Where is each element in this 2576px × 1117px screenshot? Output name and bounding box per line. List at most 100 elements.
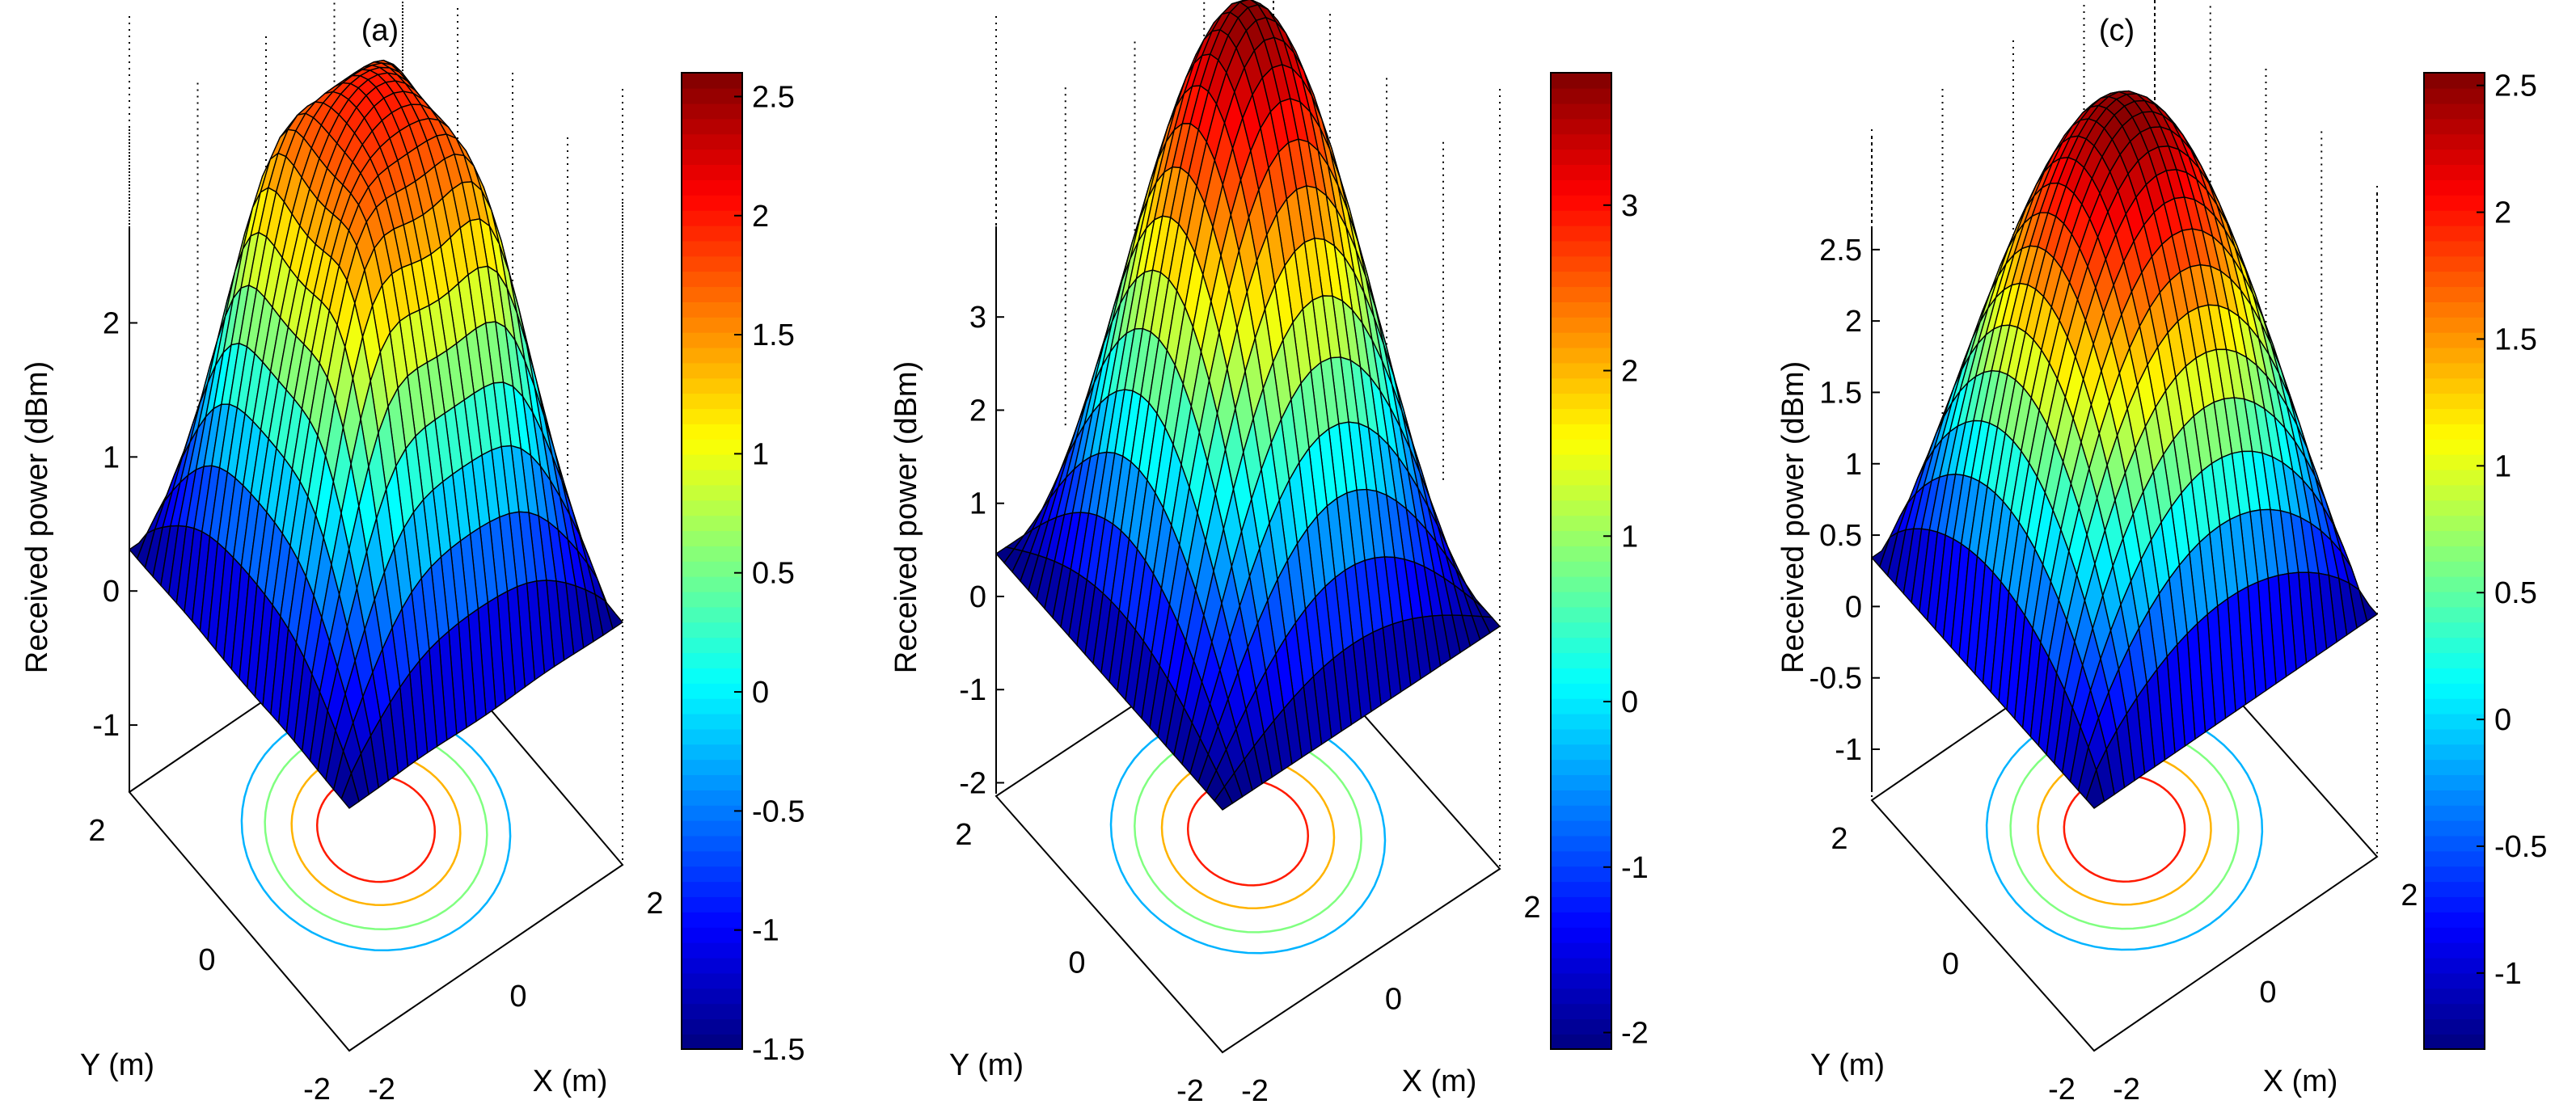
colorbar-band — [682, 515, 742, 532]
colorbar-band — [1551, 255, 1611, 272]
colorbar-tick-label: 0 — [2494, 703, 2511, 737]
colorbar-band — [682, 668, 742, 684]
x-tick-label: 0 — [1385, 983, 1402, 1017]
colorbar-band — [2424, 606, 2485, 623]
colorbar-band — [2424, 972, 2485, 989]
colorbar-band — [1551, 179, 1611, 196]
y-tick-label: -2 — [303, 1073, 331, 1106]
y-axis: -2 0 2 — [955, 818, 1203, 1108]
z-axis: -1 0 1 2 — [92, 226, 137, 792]
colorbar-tick-label: 0 — [752, 676, 769, 710]
colorbar-band — [682, 713, 742, 730]
x-axis-label: X (m) — [533, 1064, 608, 1098]
colorbar-band — [682, 317, 742, 333]
colorbar-band — [682, 1034, 742, 1050]
y-tick-label: -2 — [1176, 1074, 1204, 1108]
colorbar-band — [1551, 912, 1611, 928]
z-axis-label: Received power (dBm) — [1776, 361, 1810, 673]
z-tick-label: 2 — [1845, 305, 1862, 339]
colorbar-band — [682, 301, 742, 318]
colorbar-band — [682, 362, 742, 379]
colorbar-band — [1551, 622, 1611, 639]
y-tick-label: 2 — [955, 818, 972, 852]
y-axis: -2 0 2 — [1831, 822, 2075, 1106]
z-tick-label: 1 — [1845, 448, 1862, 482]
surface-facet — [340, 771, 360, 809]
colorbar-band — [682, 546, 742, 562]
colorbar-band — [1551, 424, 1611, 440]
colorbar-band — [682, 271, 742, 288]
colorbar-band — [1551, 103, 1611, 120]
colorbar-band — [682, 347, 742, 364]
colorbar-band — [2424, 957, 2485, 974]
colorbar-band — [2424, 179, 2485, 196]
colorbar-band — [2424, 866, 2485, 883]
colorbar-band — [682, 530, 742, 546]
colorbar-band — [2424, 546, 2485, 562]
colorbar-band — [2424, 164, 2485, 180]
colorbar-band — [682, 499, 742, 516]
colorbar-tick-label: 3 — [1621, 189, 1638, 223]
z-tick-label: -1 — [92, 709, 120, 743]
colorbar-band — [1551, 331, 1611, 348]
colorbar-tick-label: -2 — [1621, 1017, 1649, 1051]
colorbar-tick-label: 1 — [1621, 520, 1638, 554]
colorbar-band — [1551, 484, 1611, 501]
colorbar-band — [2424, 225, 2485, 242]
colorbar-band — [1551, 546, 1611, 562]
colorbar-band — [682, 561, 742, 577]
colorbar-band — [2424, 1003, 2485, 1020]
colorbar-band — [2424, 591, 2485, 608]
colorbar-band — [1551, 408, 1611, 424]
z-tick-label: 3 — [969, 301, 986, 335]
colorbar-band — [2424, 744, 2485, 761]
colorbar-band — [1551, 835, 1611, 852]
colorbar-band — [2424, 453, 2485, 470]
colorbar-band — [2424, 942, 2485, 959]
colorbar-band — [682, 393, 742, 410]
colorbar-band — [682, 453, 742, 470]
colorbar-band — [682, 850, 742, 867]
x-tick-label: -2 — [1241, 1074, 1269, 1108]
colorbar-tick-label: 2.5 — [2494, 70, 2537, 103]
colorbar-band — [682, 927, 742, 943]
colorbar-band — [682, 988, 742, 1005]
colorbar-band — [2424, 988, 2485, 1005]
colorbar-band — [682, 652, 742, 668]
z-axis: -2 -1 0 1 2 3 — [959, 226, 1004, 800]
colorbar-band — [1551, 240, 1611, 257]
panel-title: (c) — [2099, 14, 2135, 48]
x-tick-label: 0 — [509, 980, 526, 1014]
colorbar-band — [682, 896, 742, 913]
colorbar-band — [2424, 881, 2485, 898]
colorbar-band — [1551, 347, 1611, 364]
colorbar-band — [1551, 728, 1611, 745]
panel-c: (c) -1 -0.5 0 0.5 1 1.5 2 2.5 Received power (dBm… — [1776, 0, 2547, 1106]
colorbar-band — [2424, 103, 2485, 120]
x-axis-label: X (m) — [2263, 1064, 2338, 1098]
colorbar-band — [2424, 499, 2485, 516]
z-tick-label: 2 — [103, 307, 120, 341]
colorbar-band — [1551, 850, 1611, 867]
colorbar-band — [2424, 195, 2485, 211]
colorbar-band — [1551, 759, 1611, 776]
colorbar-band — [2424, 255, 2485, 272]
colorbar-band — [1551, 499, 1611, 516]
surface-mesh — [1870, 90, 2379, 809]
colorbar-band — [2424, 377, 2485, 394]
colorbar-band — [2424, 87, 2485, 104]
x-axis-label: X (m) — [1402, 1064, 1477, 1098]
colorbar-band — [682, 957, 742, 974]
colorbar-band — [1551, 271, 1611, 288]
colorbar-band — [2424, 271, 2485, 288]
colorbar-band — [1551, 927, 1611, 943]
colorbar-tick-label: 0.5 — [752, 557, 795, 591]
colorbar-band — [2424, 424, 2485, 440]
colorbar-band — [682, 469, 742, 486]
colorbar-band — [2424, 850, 2485, 867]
colorbar-band — [2424, 408, 2485, 424]
z-axis: -1 -0.5 0 0.5 1 1.5 2 2.5 — [1810, 226, 1880, 792]
colorbar-tick-label: -0.5 — [752, 795, 804, 828]
